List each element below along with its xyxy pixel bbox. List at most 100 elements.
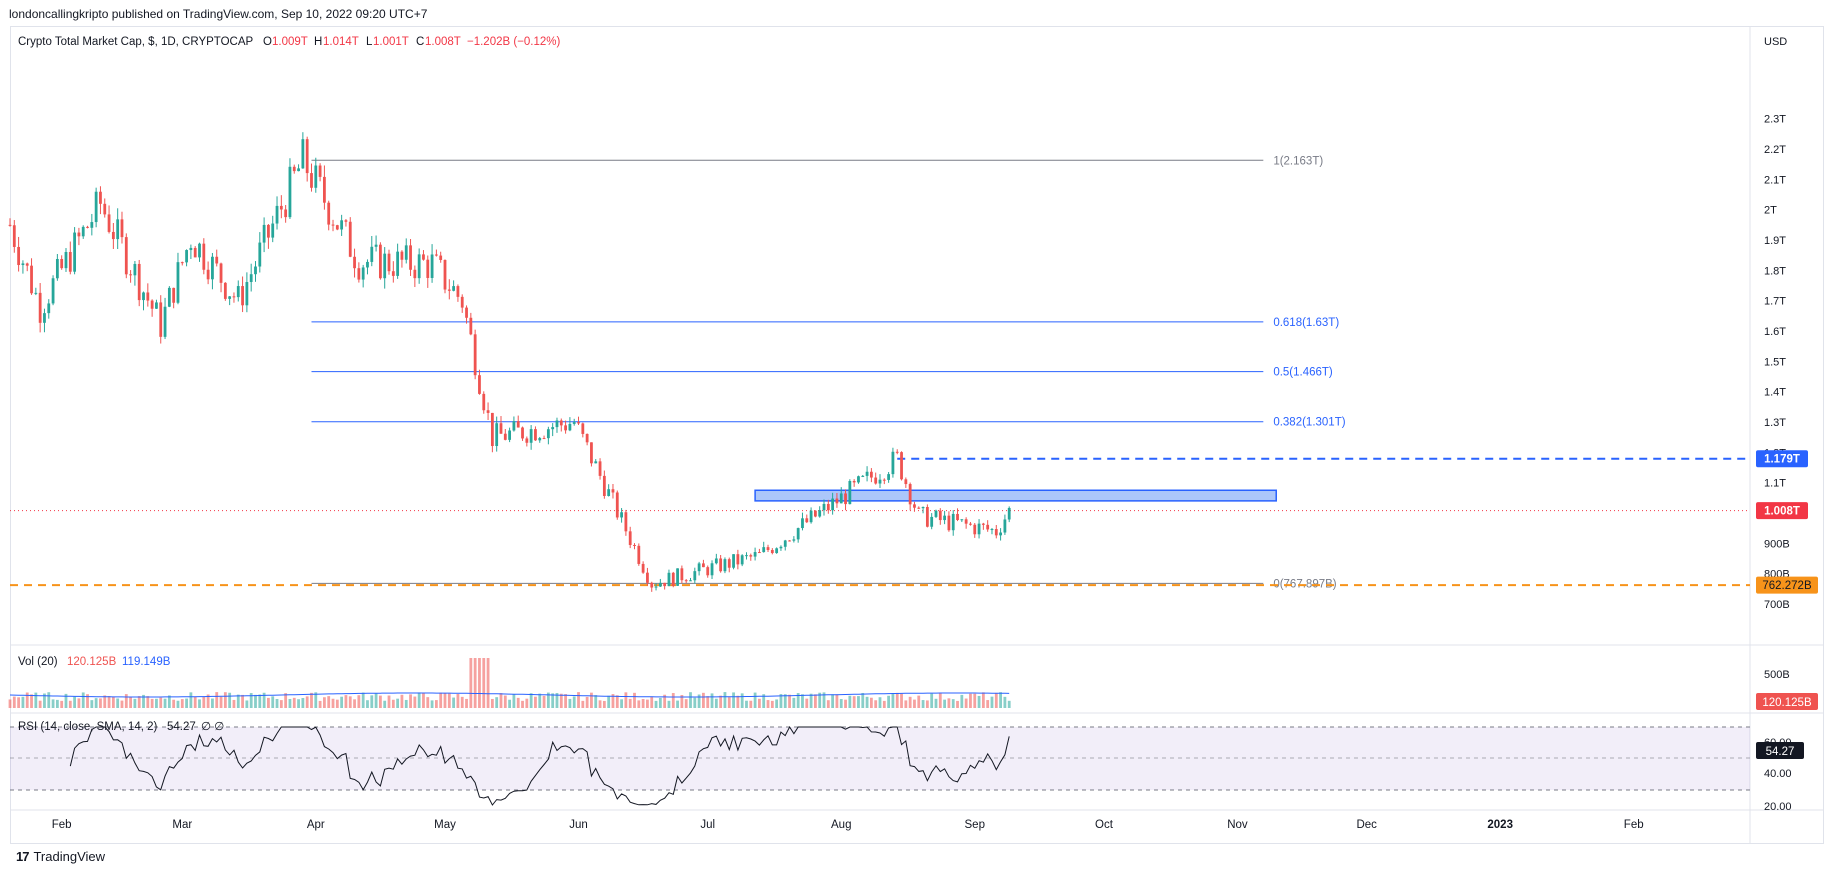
volume-bar [925,700,929,708]
candle-body [353,256,356,269]
price-tick: 1.6T [1764,326,1786,338]
volume-bar [426,697,430,708]
candle-body [706,567,710,576]
volume-bar [90,700,94,708]
candle-body [94,191,98,223]
volume-bar [163,698,167,708]
candle-body [495,423,499,447]
volume-bar [788,694,791,708]
volume-bar [555,692,559,708]
tradingview-logo[interactable]: 17 TradingView [16,849,105,864]
candle-body [676,568,679,586]
candle-body [258,242,262,267]
candle-body [77,232,81,237]
candle-body [189,247,193,251]
candle-body [275,205,279,224]
volume-bar [460,696,464,708]
candle-body [917,507,921,509]
volume-bar [77,698,81,708]
volume-bar [8,699,12,708]
candle-body [103,203,107,215]
supply-zone-rectangle[interactable] [754,489,1277,502]
candle-body [81,226,85,237]
chart-frame[interactable] [10,26,1824,844]
volume-bar [835,694,839,708]
volume-bar [404,699,408,708]
volume-bar [301,698,305,708]
volume-bar [951,699,955,708]
volume-bars [8,658,1011,708]
candle-body [641,563,645,573]
candle-body [271,223,275,238]
candle-body [167,287,171,307]
volume-bar [624,692,628,708]
volume-bar [615,695,619,708]
candle-body [301,139,305,169]
candle-body [297,168,300,172]
volume-bar [353,699,356,708]
candle-body [348,221,352,257]
candle-body [193,247,197,258]
volume-bar [267,697,270,708]
candle-body [150,300,154,309]
volume-value-2: 119.149B [122,656,171,668]
volume-bar [400,694,404,708]
candle-body [185,250,188,263]
volume-bar [21,696,25,708]
candle-body [21,263,25,266]
volume-bar [503,695,507,708]
volume-bar [508,699,512,708]
fib-retracement[interactable]: 1(2.163T) 0.618(1.63T) 0.5(1.466T) 0.382(1.… [311,155,1346,590]
candle-body [925,506,929,527]
volume-bar [490,698,494,708]
candle-body [869,471,873,478]
tradingview-logo-icon: 17 [16,849,30,864]
candle-body [534,429,537,441]
candle-body [727,559,731,568]
candle-body [460,296,464,308]
volume-bar [564,694,567,708]
volume-bar [633,692,636,708]
price-axis[interactable]: 2.3T 2.2T 2.1T 2T 1.9T 1.8T 1.7T 1.6T 1.5T 1.4T 1.… [1764,114,1790,611]
volume-bar [779,694,783,708]
volume-bar [249,693,253,708]
candle-body [999,532,1002,536]
ohlc-high-value: 1.014T [323,36,359,48]
candle-body [559,420,563,426]
volume-bar [344,695,348,708]
candle-body [512,421,516,431]
candle-body [120,219,124,238]
candle-body [86,226,89,228]
volume-bar [680,694,684,708]
volume-bar [275,698,279,708]
volume-bar [447,693,451,708]
volume-bar [740,693,744,708]
price-tick: 700B [1764,599,1790,611]
candle-body [357,268,361,280]
volume-bar [387,695,391,708]
candle-body [951,513,955,531]
volume-bar [176,700,180,708]
candle-body [852,480,856,483]
candle-body [180,262,184,264]
volume-bar [973,693,977,708]
candle-body [391,271,395,276]
volume-bar [159,697,163,708]
tradingview-brand: TradingView [33,849,106,864]
volume-bar [305,696,309,708]
volume-bar [374,693,378,708]
volume-bar [396,698,400,708]
volume-bar [969,693,972,708]
candle-body [551,427,555,430]
candle-body [633,544,636,546]
volume-bar [284,693,288,708]
volume-bar [288,698,292,708]
volume-bar [805,698,809,708]
volume-bar [637,700,641,708]
time-axis[interactable]: Feb Mar Apr May Jun Jul Aug Sep Oct Nov Dec 2023 Feb [52,819,1644,831]
volume-bar [607,695,611,708]
candle-body [646,572,649,583]
ohlc-open-label: O [263,36,272,48]
candle-body [73,232,77,272]
